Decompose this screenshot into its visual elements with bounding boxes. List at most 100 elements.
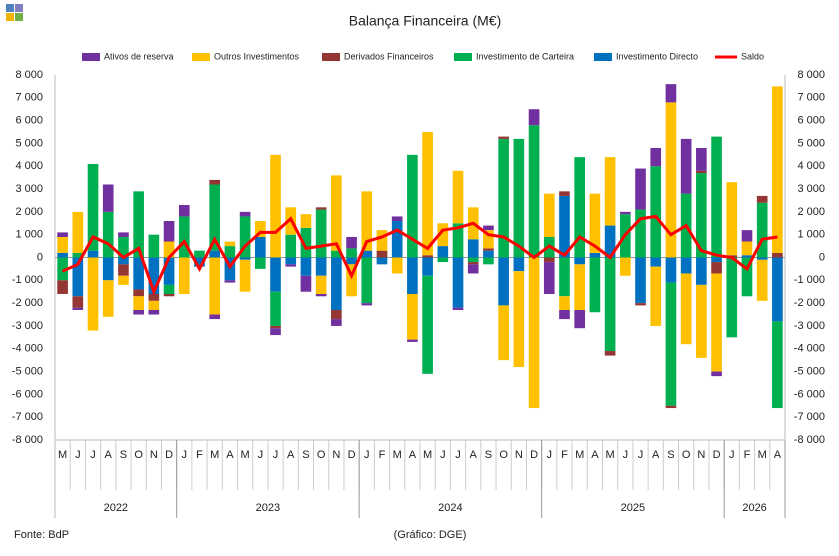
year-label: 2023 [256,502,280,514]
bar [483,225,494,231]
bar [422,255,433,258]
bar [665,84,677,103]
bar [680,257,692,274]
bar [696,148,707,171]
bar [209,179,221,185]
bar [665,257,677,283]
x-tick-label: F [379,449,386,461]
y2-tick-label: -7 000 [794,411,825,423]
y-tick-label: 7 000 [15,92,43,104]
bar [467,239,479,258]
bar [483,257,494,265]
bar [604,157,616,226]
x-tick-label: J [273,449,279,461]
bar [619,211,631,215]
bar [239,216,251,258]
bar [696,173,707,258]
bar [254,236,266,258]
y-tick-label: 4 000 [15,160,43,172]
x-tick-label: M [606,449,615,461]
bar [148,300,160,310]
bar [467,257,479,263]
bar [209,314,221,320]
bar [619,257,631,276]
legend-marker [192,53,210,61]
bar [346,264,357,297]
bar [209,184,221,251]
x-tick-label: M [210,449,219,461]
bar [315,257,327,276]
bar [102,280,114,317]
bar [528,125,540,258]
bar [498,138,509,258]
bar [635,257,646,304]
bar [57,257,68,281]
legend-marker [82,53,100,61]
bar [741,241,753,256]
legend-label: Saldo [741,51,764,61]
bar [756,257,768,260]
bar [315,207,327,210]
bar [665,405,677,409]
bar [726,257,738,338]
bar [650,166,662,258]
bar [270,257,281,292]
bar [133,296,144,310]
x-tick-label: J [455,449,461,461]
bar [726,182,738,256]
x-tick-label: N [150,449,158,461]
bar [589,193,601,253]
bar [194,257,205,267]
bar [118,275,129,285]
legend-label: Derivados Financeiros [344,51,434,61]
bar [650,148,662,167]
y2-tick-label: 6 000 [797,115,825,127]
bar [452,223,464,258]
y-tick-label: -6 000 [12,388,43,400]
x-tick-label: J [638,449,644,461]
bar [346,248,357,258]
bar [361,303,373,306]
y-tick-label: 3 000 [15,183,43,195]
bar [102,257,114,281]
bar [437,223,449,247]
bar [422,275,433,374]
bar [163,241,175,258]
bar [133,191,144,258]
y2-tick-label: 3 000 [797,183,825,195]
bar [376,230,388,251]
x-tick-label: J [90,449,96,461]
bar [543,193,555,237]
legend-marker [594,53,612,61]
bar [87,163,99,251]
bar [589,257,601,313]
bar [665,102,677,258]
bar [543,262,555,294]
x-tick-label: J [258,449,264,461]
bar [741,255,753,258]
bar [696,257,707,285]
bar [178,257,190,294]
legend-label: Outros Investimentos [214,51,300,61]
bar [270,291,281,326]
bar [300,275,312,292]
bar [604,225,616,258]
x-tick-label: S [485,449,492,461]
y2-tick-label: -3 000 [794,320,825,332]
bar [148,257,160,294]
legend-label: Investimento Directo [616,51,698,61]
bar [665,282,677,406]
y-tick-label: -8 000 [12,434,43,446]
bar [209,250,221,258]
y-tick-label: 2 000 [15,206,43,218]
bar [72,252,84,258]
bar [711,273,722,372]
line-series [61,214,778,296]
bar [300,227,312,258]
legend-marker [322,53,340,61]
bar [118,236,129,258]
bar [559,257,570,297]
x-tick-label: N [332,449,340,461]
bar [407,294,418,340]
bar [711,257,722,263]
